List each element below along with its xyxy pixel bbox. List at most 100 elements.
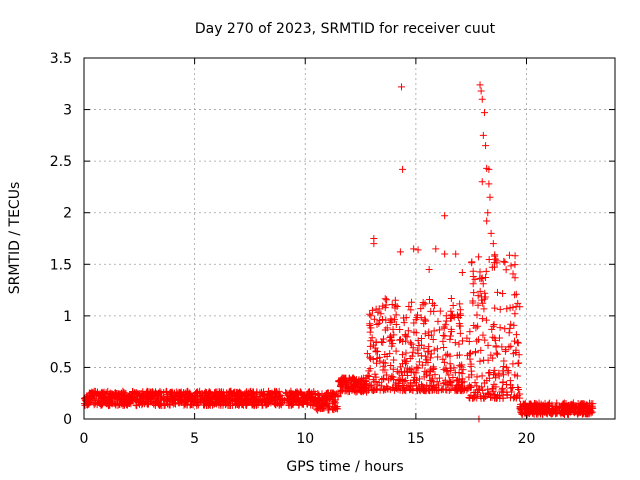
data-point: [514, 339, 522, 347]
data-point: [450, 364, 458, 372]
data-point: [349, 385, 357, 393]
data-point: [184, 387, 192, 395]
data-point: [506, 304, 514, 312]
data-point: [342, 376, 350, 384]
data-point: [458, 269, 466, 277]
data-point: [512, 394, 520, 402]
data-point: [496, 324, 504, 332]
data-point: [518, 410, 526, 418]
data-point: [471, 379, 479, 387]
data-point: [576, 408, 584, 416]
data-point: [421, 315, 429, 323]
data-point: [251, 395, 259, 403]
data-point: [468, 259, 476, 267]
data-point: [444, 350, 452, 358]
data-point: [370, 240, 378, 248]
data-point: [506, 324, 514, 332]
data-point: [414, 246, 422, 254]
data-point: [455, 375, 463, 383]
data-point: [509, 383, 517, 391]
data-point: [390, 356, 398, 364]
data-point: [214, 395, 222, 403]
data-point: [420, 320, 428, 328]
data-point: [482, 142, 490, 150]
data-point: [284, 397, 292, 405]
data-point: [421, 317, 429, 325]
data-point: [425, 296, 433, 304]
data-point: [133, 395, 141, 403]
data-point: [180, 398, 188, 406]
data-point: [433, 386, 441, 394]
data-point: [555, 404, 563, 412]
data-point: [512, 303, 520, 311]
data-point: [425, 332, 433, 340]
data-point: [426, 354, 434, 362]
data-point: [511, 274, 519, 282]
data-point: [373, 348, 381, 356]
data-point: [386, 332, 394, 340]
x-axis-label: GPS time / hours: [286, 459, 403, 475]
data-point: [381, 326, 389, 334]
x-tick-label: 15: [407, 431, 425, 447]
data-point: [407, 382, 415, 390]
data-point: [288, 391, 296, 399]
data-point: [471, 349, 479, 357]
data-point: [440, 358, 448, 366]
data-point: [142, 389, 150, 397]
data-point: [457, 363, 465, 371]
data-point: [83, 393, 91, 401]
data-point: [395, 382, 403, 390]
data-point: [421, 352, 429, 360]
data-point: [422, 371, 430, 379]
data-point: [210, 392, 218, 400]
data-point: [489, 240, 497, 248]
data-point: [416, 375, 424, 383]
data-point: [376, 316, 384, 324]
data-point: [503, 391, 511, 399]
data-point: [323, 390, 331, 398]
data-point: [410, 328, 418, 336]
data-point: [431, 371, 439, 379]
data-point: [483, 217, 491, 225]
data-point: [392, 321, 400, 329]
data-point: [470, 321, 478, 329]
data-point: [486, 193, 494, 201]
data-point: [369, 387, 377, 395]
data-point: [413, 363, 421, 371]
data-point: [217, 391, 225, 399]
data-point: [392, 311, 400, 319]
data-point: [509, 350, 517, 358]
data-point: [476, 357, 484, 365]
data-point: [110, 393, 118, 401]
data-point: [433, 378, 441, 386]
data-point: [368, 334, 376, 342]
data-point: [206, 395, 214, 403]
data-point: [512, 346, 520, 354]
data-point: [272, 388, 280, 396]
data-point: [469, 280, 477, 288]
data-point: [477, 296, 485, 304]
data-point: [522, 404, 530, 412]
data-point: [190, 397, 198, 405]
data-point: [441, 376, 449, 384]
data-point: [503, 305, 511, 313]
data-point: [476, 268, 484, 276]
data-point: [446, 332, 454, 340]
data-point: [277, 392, 285, 400]
data-point: [439, 385, 447, 393]
data-point: [373, 386, 381, 394]
data-points: [80, 81, 597, 423]
data-point: [485, 180, 493, 188]
data-point: [511, 291, 519, 299]
data-point: [439, 355, 447, 363]
data-point: [367, 312, 375, 320]
data-point: [442, 351, 450, 359]
data-point: [550, 406, 558, 414]
data-point: [276, 391, 284, 399]
data-point: [427, 382, 435, 390]
data-point: [511, 337, 519, 345]
data-point: [400, 319, 408, 327]
data-point: [511, 310, 519, 318]
data-point: [567, 405, 575, 413]
data-point: [585, 399, 593, 407]
